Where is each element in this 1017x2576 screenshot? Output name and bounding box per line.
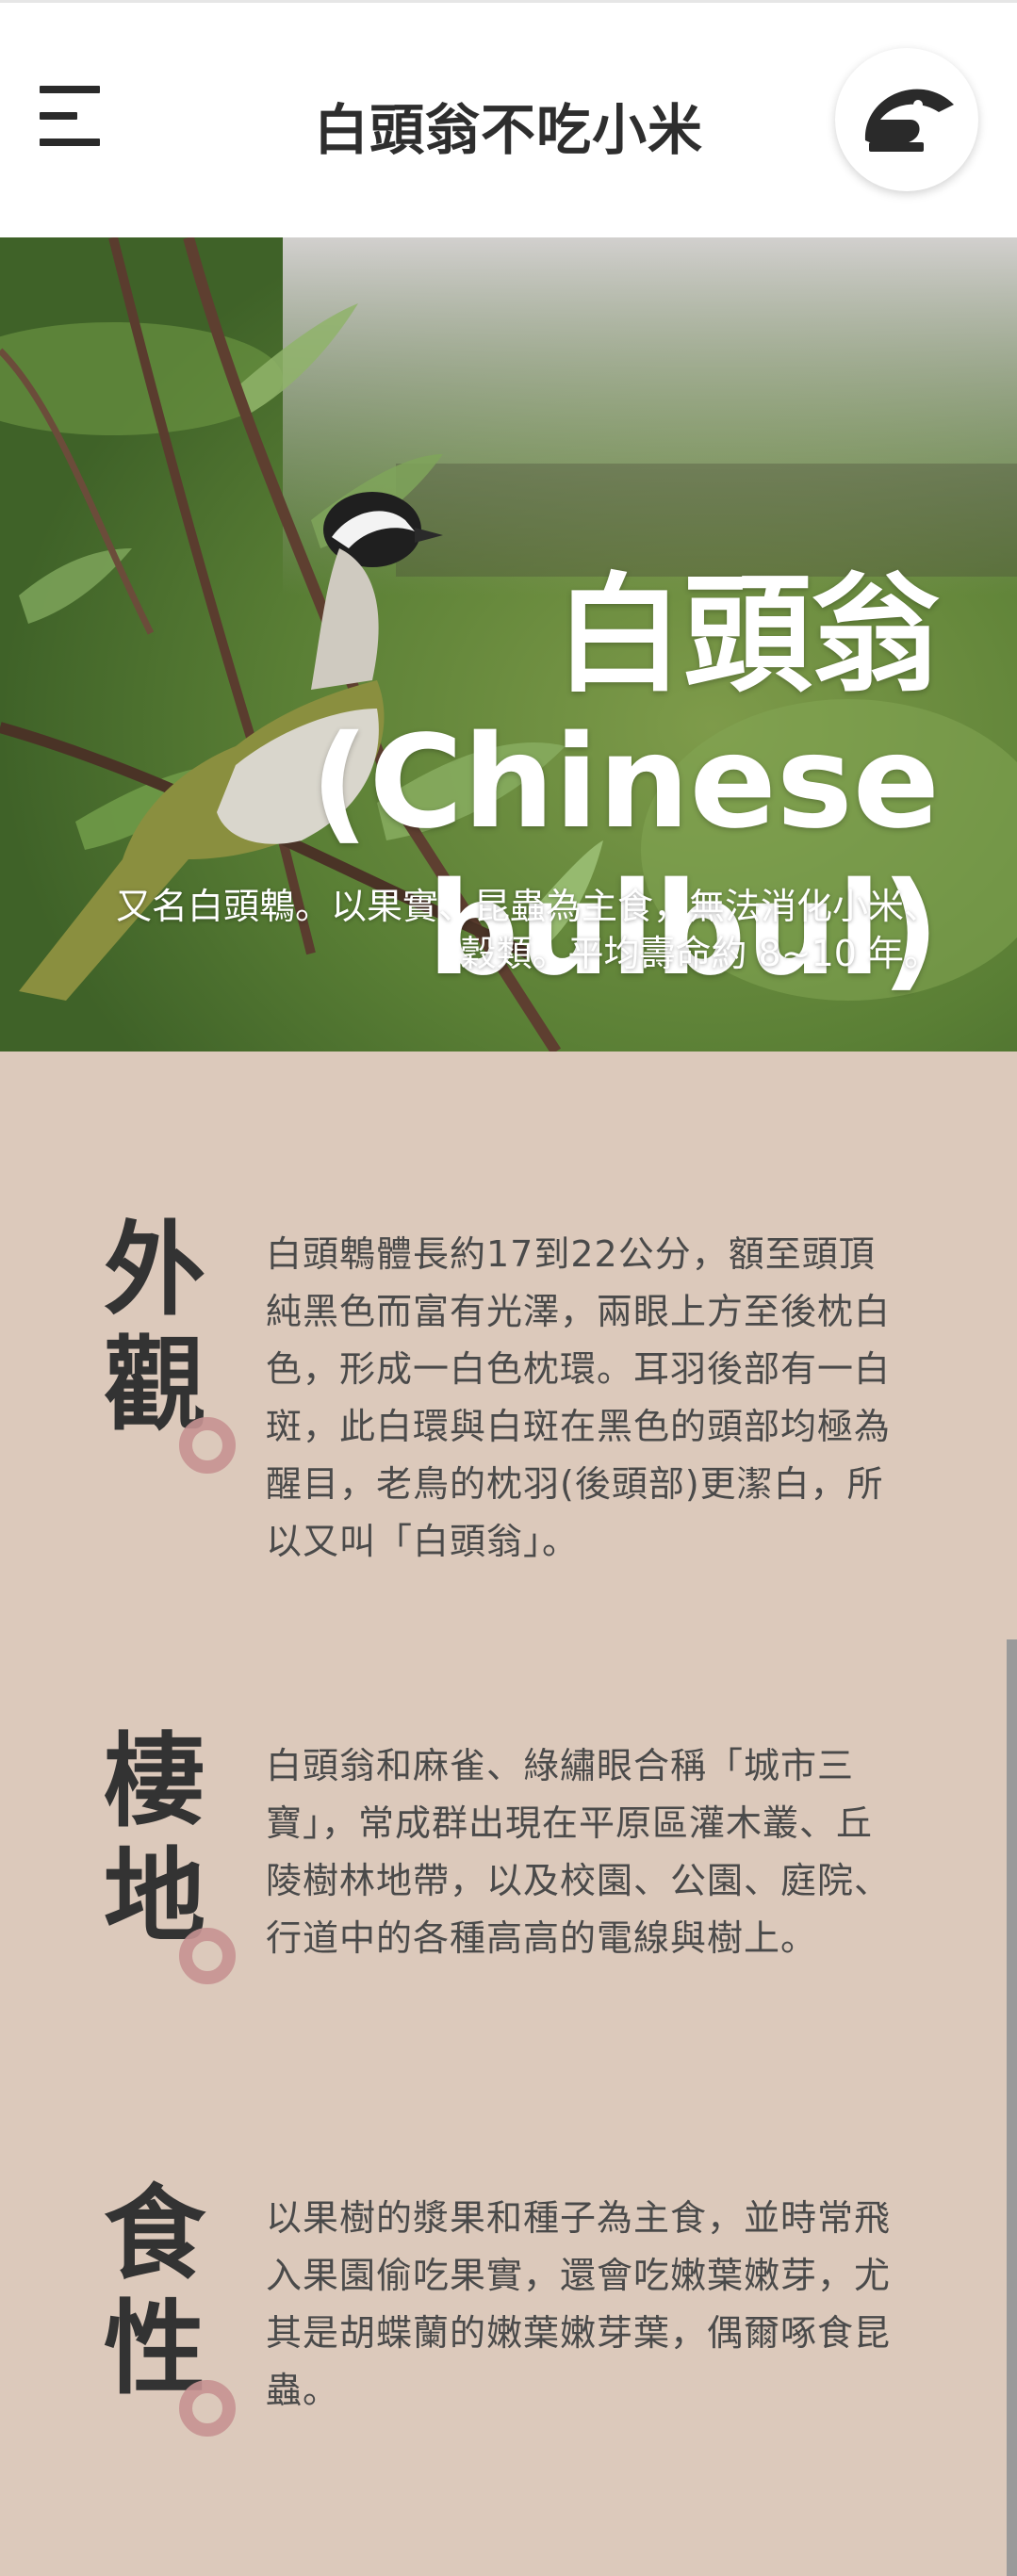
bird-photo — [0, 237, 1017, 1052]
status-line — [0, 0, 1017, 3]
hero-subtitle: 又名白頭鵯。以果實、昆蟲為主食，無法消化小米、穀類。平均壽命約 8~10 年。 — [115, 886, 940, 974]
section-diet: 食 性 以果樹的漿果和種子為主食，並時常飛入果園偷吃果實，還會吃嫩葉嫩芽，尤其是… — [0, 2031, 1017, 2576]
scrollbar[interactable] — [1007, 1639, 1017, 2576]
decorative-ring-icon — [179, 1417, 236, 1474]
section-body: 以果樹的漿果和種子為主食，並時常飛入果園偷吃果實，還會吃嫩葉嫩芽，尤其是胡蝶蘭的… — [266, 2197, 892, 2411]
hero-banner: 白頭翁(Chinese bulbul) 又名白頭鵯。以果實、昆蟲為主食，無法消化… — [0, 237, 1017, 1052]
decorative-ring-icon — [179, 1928, 236, 1984]
section-heading-char: 食 — [104, 2176, 206, 2293]
section-heading: 食 性 — [104, 2177, 207, 2407]
decorative-ring-icon — [179, 2380, 236, 2437]
bird-logo-button[interactable] — [835, 48, 978, 191]
section-appearance: 外 觀 白頭鵯體長約17到22公分，額至頭頂純黑色而富有光澤，兩眼上方至後枕白色… — [0, 1052, 1017, 1579]
section-heading-char: 棲 — [104, 1723, 206, 1841]
site-header: 白頭翁不吃小米 — [0, 3, 1017, 237]
bird-logo-icon — [864, 89, 954, 152]
section-body: 白頭鵯體長約17到22公分，額至頭頂純黑色而富有光澤，兩眼上方至後枕白色，形成一… — [266, 1233, 892, 1562]
section-heading: 棲 地 — [104, 1725, 207, 1955]
site-title[interactable]: 白頭翁不吃小米 — [313, 98, 703, 162]
section-heading-char: 外 — [104, 1212, 206, 1329]
hero-title: 白頭翁(Chinese bulbul) — [310, 562, 940, 1004]
hamburger-menu-icon[interactable] — [40, 86, 100, 146]
section-heading: 外 觀 — [104, 1214, 207, 1443]
section-body: 白頭翁和麻雀、綠繡眼合稱「城市三寶」，常成群出現在平原區灌木叢、丘陵樹林地帶，以… — [266, 1745, 892, 1959]
section-habitat: 棲 地 白頭翁和麻雀、綠繡眼合稱「城市三寶」，常成群出現在平原區灌木叢、丘陵樹林… — [0, 1579, 1017, 2031]
